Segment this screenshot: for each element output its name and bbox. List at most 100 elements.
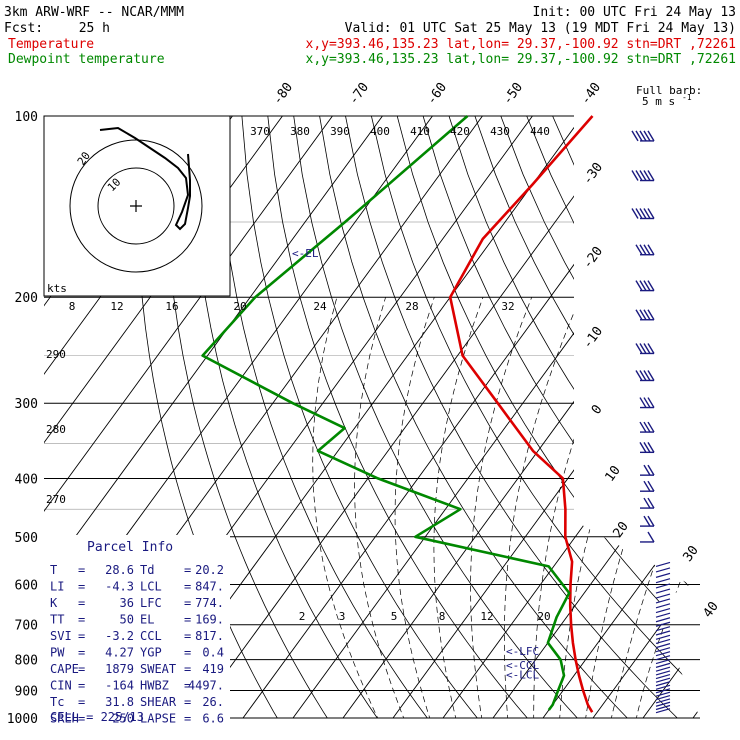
moist-adiabat-line: [608, 297, 700, 718]
wind-barb: [639, 397, 655, 409]
dry-adiabat-line: [422, 116, 700, 718]
parcel-value: 6.6: [202, 712, 224, 726]
parcel-eq: =: [78, 629, 85, 643]
isotherm-label: -40: [578, 80, 604, 108]
wind-barb: [655, 704, 671, 711]
parcel-key: T: [50, 563, 57, 577]
wind-barb: [655, 688, 671, 694]
theta-e-label: 430: [490, 125, 510, 138]
hodograph-ring-inner: [97, 167, 175, 245]
parcel-eq: =: [78, 695, 85, 709]
wind-barb: [655, 634, 671, 640]
theta-e-label: 440: [530, 125, 550, 138]
isobar-label: 500: [15, 531, 38, 546]
parcel-eq: =: [78, 563, 85, 577]
dry-adiabat-line: [448, 116, 700, 718]
parcel-eq: =: [78, 662, 85, 676]
parcel-key: SVI: [50, 629, 72, 643]
parcel-key: LFC: [140, 596, 162, 610]
wind-barb: [635, 280, 655, 292]
theta-e-label: 410: [410, 125, 430, 138]
wind-barb: [655, 603, 671, 609]
parcel-eq: =: [78, 646, 85, 660]
parcel-key: HWBZ: [140, 679, 169, 693]
dry-adiabat-line: [319, 116, 640, 718]
moist-adiabat-line: [533, 297, 630, 718]
hodograph-inset: 20 10 kts: [43, 115, 231, 297]
wind-barb: [631, 130, 655, 142]
parcel-eq: =: [78, 613, 85, 627]
init-time: Init: 00 UTC Fri 24 May 13: [533, 5, 737, 20]
mixing-ratio-label: 5: [391, 610, 398, 623]
wind-barb: [655, 567, 671, 573]
wind-barb: [655, 658, 671, 665]
isotherm-label: -30: [580, 160, 606, 188]
parcel-key: CCL: [140, 629, 162, 643]
wind-barb: [631, 170, 655, 182]
moist-adiabat-line: [394, 297, 435, 718]
dry-adiabat-line: [500, 116, 700, 718]
dry-adiabat-line: [345, 116, 691, 718]
moist-adiabat-line: [583, 297, 700, 718]
wind-barb: [655, 670, 671, 676]
dry-adiabat-line: [241, 116, 488, 718]
wind-barb: [655, 598, 671, 604]
wind-barb: [655, 691, 671, 697]
fcst-value: 25 h: [79, 21, 110, 36]
isobar-label: 300: [15, 397, 38, 412]
parcel-key: LAPSE: [140, 712, 176, 726]
sounding-profiles: [201, 115, 594, 713]
theta-label: 290: [46, 348, 66, 361]
dry-adiabat-line: [604, 116, 700, 718]
parcel-key: Tc: [50, 695, 64, 709]
parcel-info-background: [44, 535, 230, 731]
isobar-label: 200: [15, 291, 38, 306]
barb-key-value: 5 m s: [642, 95, 675, 108]
parcel-key: PW: [50, 646, 65, 660]
parcel-value: 28.6: [105, 563, 134, 577]
moist-adiabat-line: [312, 297, 385, 718]
moist-adiabat-line: [433, 297, 484, 718]
parcel-value: 4497.: [188, 679, 224, 693]
parcel-value: 4.27: [105, 646, 134, 660]
isobar-label: 900: [15, 684, 38, 699]
parcel-value: 169.: [195, 613, 224, 627]
isobar-label: 600: [15, 578, 38, 593]
wind-barb: [655, 673, 671, 680]
parcel-eq: =: [78, 596, 85, 610]
wind-barb: [655, 630, 671, 636]
parcel-value: 0.4: [202, 646, 224, 660]
parcel-key: SWEAT: [140, 662, 176, 676]
parcel-eq: =: [184, 629, 191, 643]
parcel-key: YGP: [140, 646, 162, 660]
dry-adiabat-line: [163, 116, 336, 718]
theta-e-label: 420: [450, 125, 470, 138]
isotherm-label: 10: [602, 463, 623, 484]
wind-barb: [655, 561, 671, 567]
hodograph-trace: [99, 126, 191, 231]
wind-barb: [640, 531, 655, 543]
parcel-key: Td: [140, 563, 154, 577]
parcel-key: EL: [140, 613, 154, 627]
wind-barb: [635, 343, 655, 355]
mixing-ratio-label: 20: [537, 610, 550, 623]
moist-adiabat-line: [354, 297, 410, 718]
wind-barb: [635, 370, 655, 382]
wind-barb: [655, 588, 671, 594]
isotherm-label: 20: [610, 519, 631, 540]
mixing-ratio-label: 12: [480, 610, 493, 623]
parcel-eq: =: [184, 646, 191, 660]
isotherm-line: [283, 116, 700, 718]
dry-adiabat-line: [371, 116, 700, 718]
theta-e-label: 390: [330, 125, 350, 138]
parcel-value: 36: [120, 596, 134, 610]
parcel-value: -4.3: [105, 580, 134, 594]
dry-adiabat-line: [708, 116, 740, 731]
moist-adiabat-line: [470, 297, 533, 718]
parcel-info-panel: Parcel Info T = 28.6 Td = 20.2 LI = -4.3 LCL = 847.…: [44, 535, 230, 731]
wind-barb: [655, 662, 671, 668]
isobar-label: 100: [15, 110, 38, 125]
wind-barb: [655, 647, 671, 653]
parcel-eq: =: [184, 580, 191, 594]
wind-barb: [640, 515, 655, 527]
